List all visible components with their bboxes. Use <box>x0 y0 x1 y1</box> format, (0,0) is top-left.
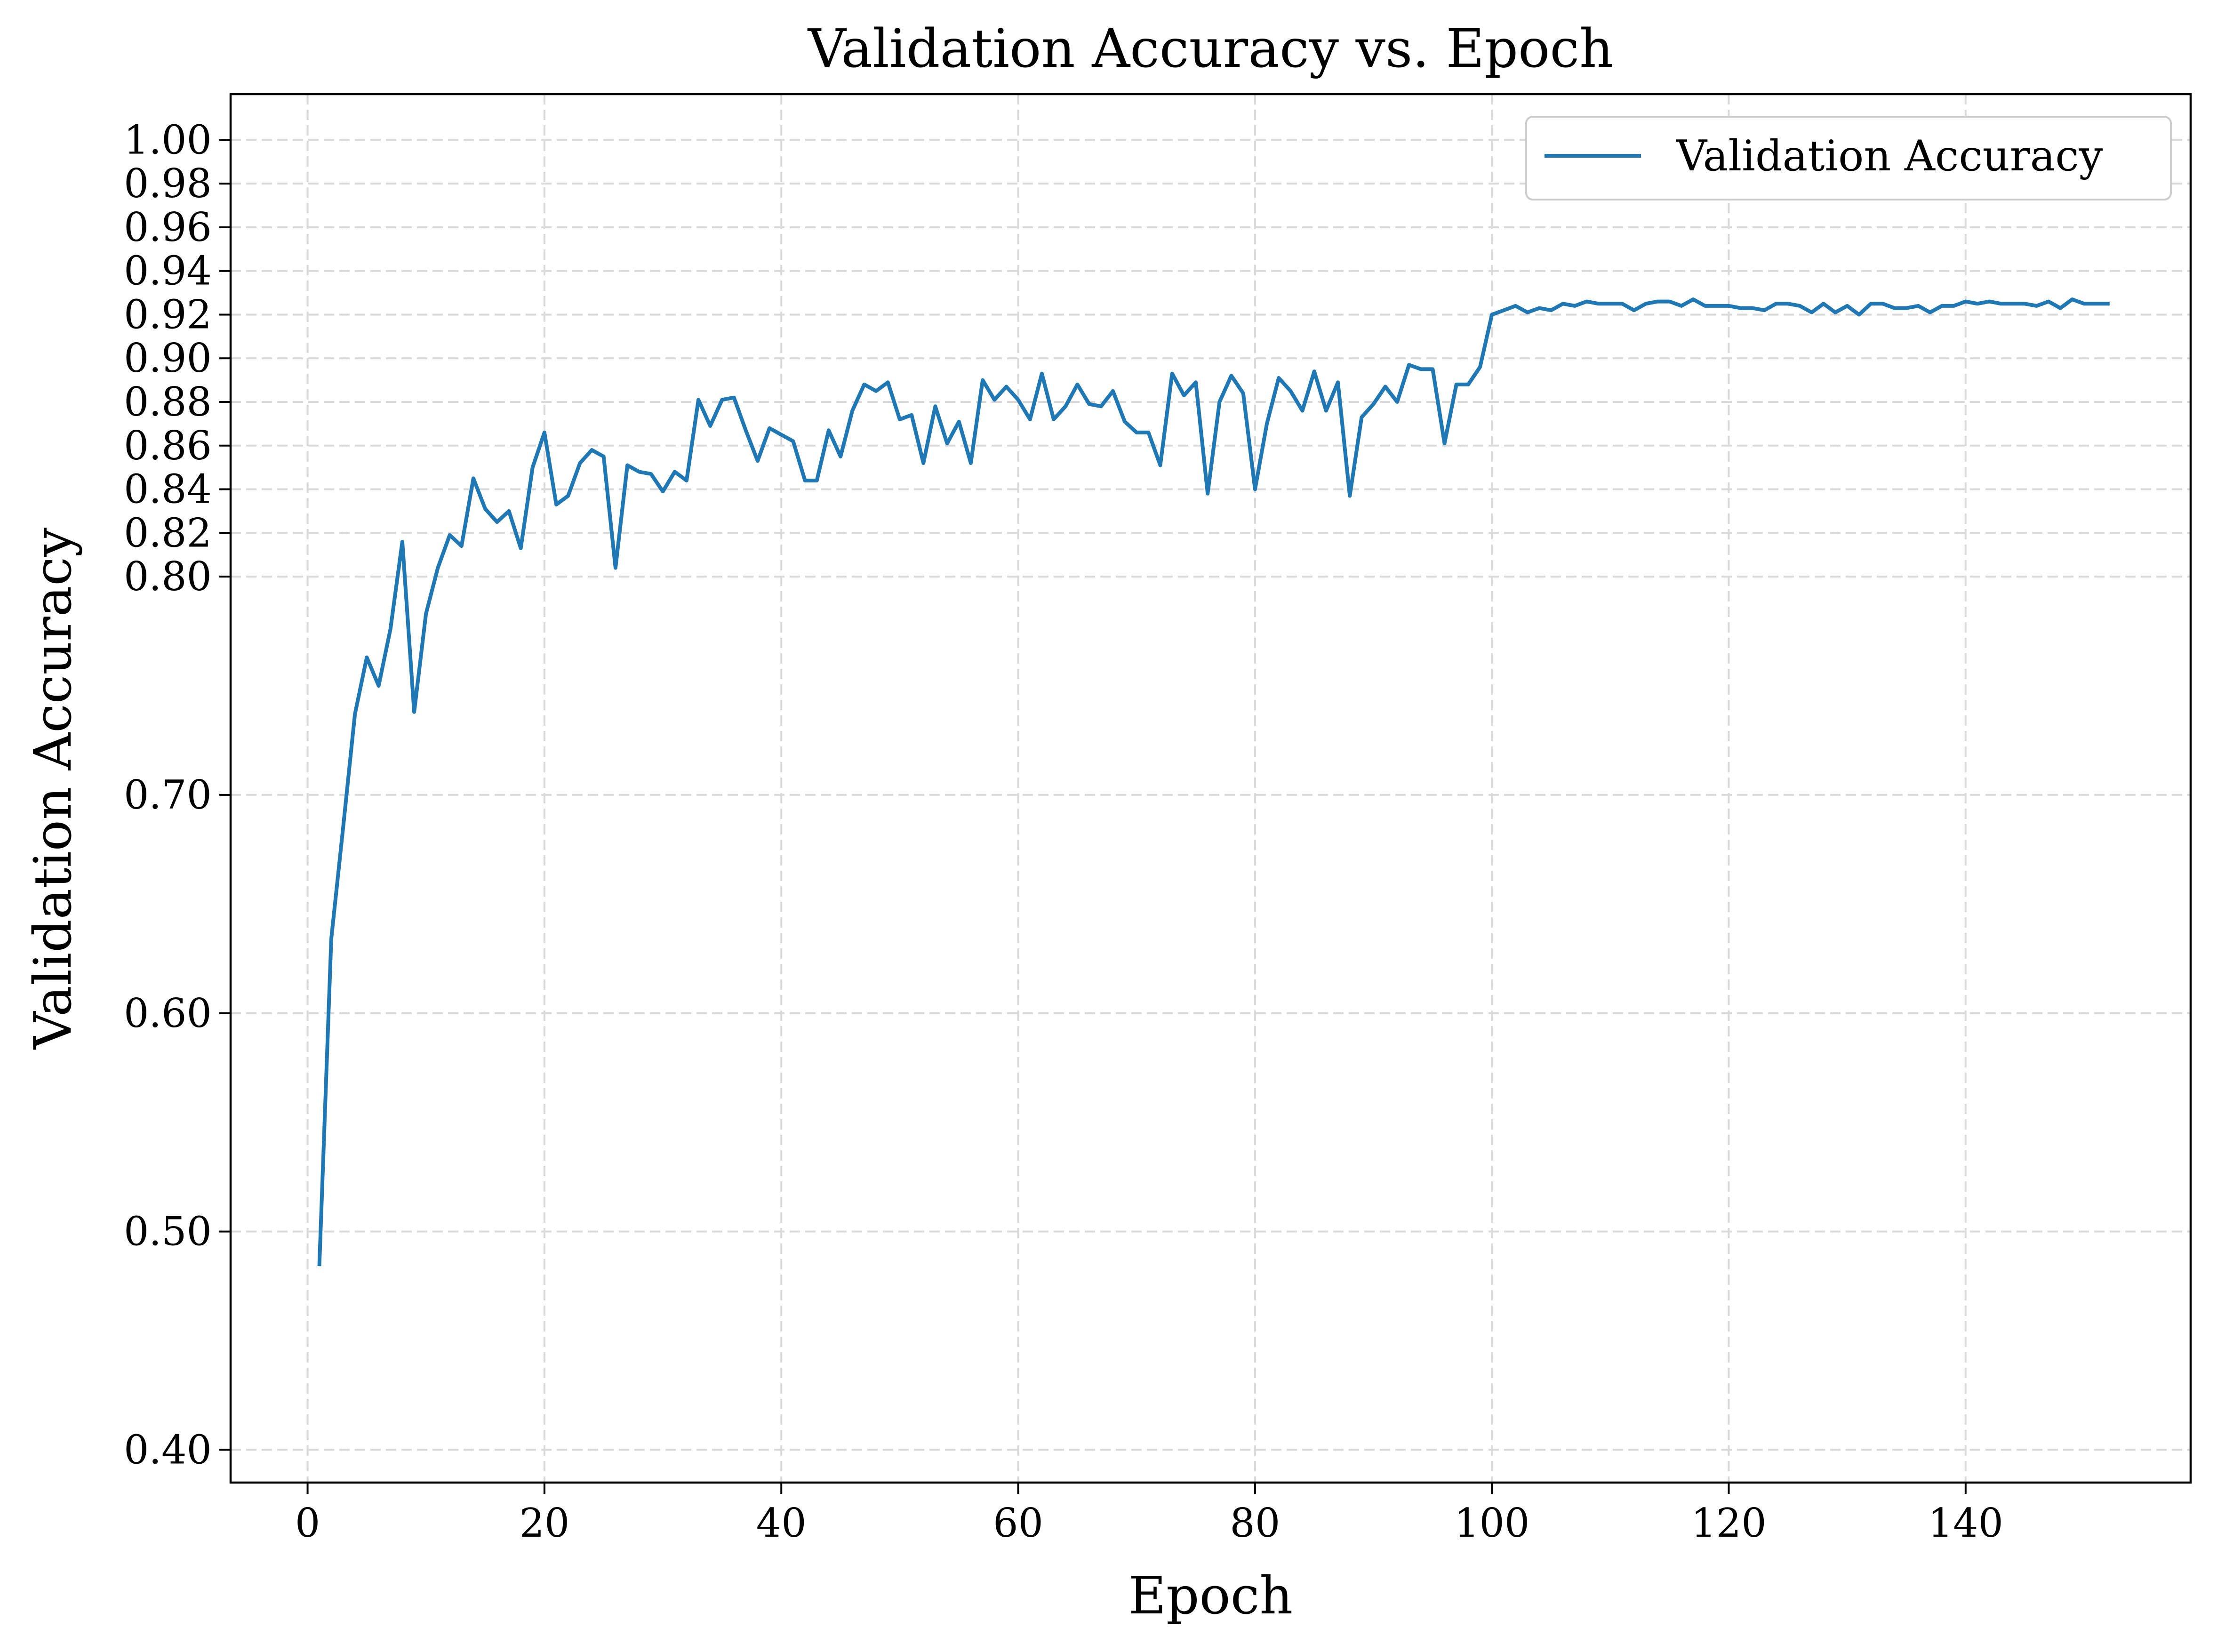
y-tick-label: 0.84 <box>124 466 212 513</box>
series-layer <box>317 297 2110 1267</box>
x-tick-label: 100 <box>1454 1500 1529 1546</box>
x-tick-label: 140 <box>1928 1500 2003 1546</box>
y-tick-label: 1.00 <box>124 117 212 163</box>
x-tick-label: 60 <box>993 1500 1043 1546</box>
y-tick-label: 0.94 <box>124 248 212 294</box>
x-tick-label: 0 <box>295 1500 320 1546</box>
legend-box <box>1525 116 2172 200</box>
series-line-validation-accuracy <box>317 297 2110 1267</box>
y-tick-label: 0.92 <box>124 291 212 337</box>
y-tick-label: 0.50 <box>124 1209 212 1255</box>
y-tick-label: 0.90 <box>124 335 212 381</box>
y-tick-label: 0.82 <box>124 510 212 556</box>
y-tick-label: 0.80 <box>124 553 212 600</box>
y-tick-label: 0.96 <box>124 204 212 250</box>
x-axis-title: Epoch <box>1129 1565 1293 1626</box>
x-tick-label: 40 <box>756 1500 807 1546</box>
x-tick-label: 80 <box>1230 1500 1280 1546</box>
plot-frame <box>229 93 2192 1484</box>
y-tick-label: 0.70 <box>124 772 212 818</box>
y-tick-label: 0.88 <box>124 379 212 425</box>
chart-title: Validation Accuracy vs. Epoch <box>807 18 1614 80</box>
y-tick-label: 0.98 <box>124 160 212 207</box>
axis-ticks: 0 20 40 60 80 100 120 1400.400.500.600.700.800.… <box>124 117 2003 1546</box>
legend: Validation Accuracy <box>1525 116 2172 200</box>
legend-label: Validation Accuracy <box>1676 131 2103 181</box>
y-axis-title: Validation Accuracy <box>23 528 83 1050</box>
x-tick-label: 120 <box>1691 1500 1766 1546</box>
x-tick-label: 20 <box>519 1500 569 1546</box>
y-tick-label: 0.86 <box>124 423 212 469</box>
y-tick-label: 0.60 <box>124 990 212 1036</box>
y-tick-label: 0.40 <box>124 1427 212 1473</box>
